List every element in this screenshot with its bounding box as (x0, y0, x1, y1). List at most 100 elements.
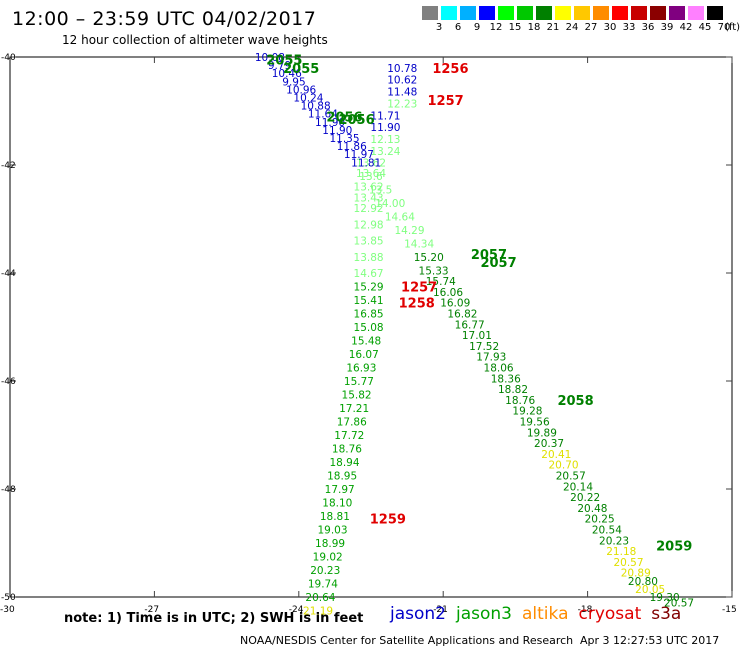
wave-height-value: 15.29 (354, 282, 384, 294)
wave-height-value: 20.57 (664, 597, 694, 609)
pass-number-label: 2057 (471, 248, 507, 263)
pass-number-label: 1257 (428, 94, 464, 109)
wave-height-value: 16.06 (433, 287, 463, 299)
color-scale-label: 30 (603, 22, 617, 33)
color-scale-label: 70 (717, 22, 731, 33)
wave-height-value: 15.33 (419, 265, 449, 277)
wave-height-value: 17.93 (476, 352, 506, 364)
wave-height-value: 10.88 (301, 101, 331, 113)
wave-height-value: 17.21 (339, 403, 369, 415)
wave-height-value: 17.72 (334, 430, 364, 442)
wave-height-value: 15.48 (351, 336, 381, 348)
page-subtitle: 12 hour collection of altimeter wave hei… (62, 33, 328, 47)
color-swatch (631, 6, 647, 20)
wave-height-value: 19.28 (512, 406, 542, 418)
color-scale-label: 21 (546, 22, 560, 33)
wave-height-value: 14.34 (404, 238, 434, 250)
wave-height-value: 20.54 (592, 525, 622, 537)
color-scale-label: 15 (508, 22, 522, 33)
wave-height-value: 11.90 (322, 125, 352, 137)
wave-height-value: 13.62 (356, 157, 386, 169)
color-swatch (593, 6, 609, 20)
wave-height-value: 15.82 (342, 390, 372, 402)
wave-height-value: 18.06 (484, 363, 514, 375)
wave-height-value: 11.97 (344, 149, 374, 161)
wave-height-value: 11.48 (387, 87, 417, 99)
wave-height-value: 14.29 (394, 225, 424, 237)
wave-height-value: 16.09 (440, 298, 470, 310)
page-title: 12:00 – 23:59 UTC 04/02/2017 (12, 8, 317, 30)
wave-height-value: 18.82 (498, 384, 528, 396)
wave-height-value: 12.23 (387, 98, 417, 110)
wave-height-value: 15.20 (414, 252, 444, 264)
wave-height-value: 13.43 (354, 192, 384, 204)
wave-height-value: 21.18 (606, 546, 636, 558)
pass-number-label: 2058 (557, 394, 593, 409)
wave-height-value: 18.99 (315, 538, 345, 550)
pass-number-label: 1258 (399, 297, 435, 312)
generated-timestamp: Apr 3 12:27:53 UTC 2017 (580, 634, 720, 647)
color-swatch (707, 6, 723, 20)
legend-item-altika: altika (522, 604, 569, 624)
color-scale-label: 45 (698, 22, 712, 33)
wave-height-value: 11.90 (315, 117, 345, 129)
wave-height-value: 15.08 (354, 322, 384, 334)
color-scale-label: 3 (435, 22, 443, 33)
pass-number-label: 1256 (432, 62, 468, 77)
lat-tick-label: -40 (1, 53, 16, 63)
color-swatch (441, 6, 457, 20)
color-swatch (612, 6, 628, 20)
wave-height-value: 10.62 (387, 75, 417, 87)
lon-tick-label: -15 (722, 605, 737, 615)
wave-height-value: 18.95 (327, 471, 357, 483)
wave-height-value: 19.74 (308, 579, 338, 591)
wave-height-value: 10.96 (286, 84, 316, 96)
color-swatch (669, 6, 685, 20)
wave-height-value: 18.94 (329, 457, 359, 469)
color-scale-label: 27 (584, 22, 598, 33)
wave-height-value: 14.00 (375, 198, 405, 210)
wave-height-value: 13.62 (354, 182, 384, 194)
wave-height-value: 20.64 (305, 592, 335, 604)
lon-tick-label: -24 (289, 605, 304, 615)
wave-height-value: 11.90 (370, 122, 400, 134)
credit-text: NOAA/NESDIS Center for Satellite Applica… (240, 634, 574, 647)
color-scale-label: 36 (641, 22, 655, 33)
wave-height-value: 20.57 (556, 471, 586, 483)
color-swatch (650, 6, 666, 20)
legend-item-cryosat: cryosat (578, 604, 642, 624)
wave-height-value: 13.24 (370, 146, 400, 158)
wave-height-value: 17.97 (325, 484, 355, 496)
wave-height-value: 10.24 (293, 93, 323, 105)
wave-height-value: 14.67 (354, 268, 384, 280)
color-swatch (555, 6, 571, 20)
color-scale-label: 9 (473, 22, 481, 33)
color-scale-label: 12 (489, 22, 503, 33)
wave-height-value: 20.70 (549, 460, 579, 472)
wave-height-value: 15.77 (344, 376, 374, 388)
wave-height-value: 13.88 (354, 252, 384, 264)
wave-height-value: 20.57 (613, 557, 643, 569)
wave-height-value: 18.76 (505, 395, 535, 407)
lon-tick-label: -30 (0, 605, 15, 615)
footnote: note: 1) Time is in UTC; 2) SWH is in fe… (64, 611, 364, 626)
wave-height-value: 19.30 (650, 592, 680, 604)
wave-height-value: 17.86 (337, 417, 367, 429)
wave-height-value: 19.89 (527, 427, 557, 439)
pass-number-label: 1257 (401, 281, 437, 296)
wave-height-value: 14.64 (385, 211, 415, 223)
wave-height-value: 19.03 (317, 525, 347, 537)
wave-height-value: 20.23 (599, 535, 629, 547)
color-scale-label: 39 (660, 22, 674, 33)
color-swatch (422, 6, 438, 20)
wave-height-value: 12.13 (370, 134, 400, 146)
color-scale-label: 33 (622, 22, 636, 33)
wave-height-value: 16.85 (354, 309, 384, 321)
wave-height-value: 11.86 (337, 141, 367, 153)
wave-height-value: 21.19 (303, 606, 333, 618)
wave-height-value: 20.48 (577, 503, 607, 515)
wave-height-value: 18.81 (320, 511, 350, 523)
pass-number-label: 2057 (480, 256, 516, 271)
wave-height-value: 16.77 (455, 319, 485, 331)
